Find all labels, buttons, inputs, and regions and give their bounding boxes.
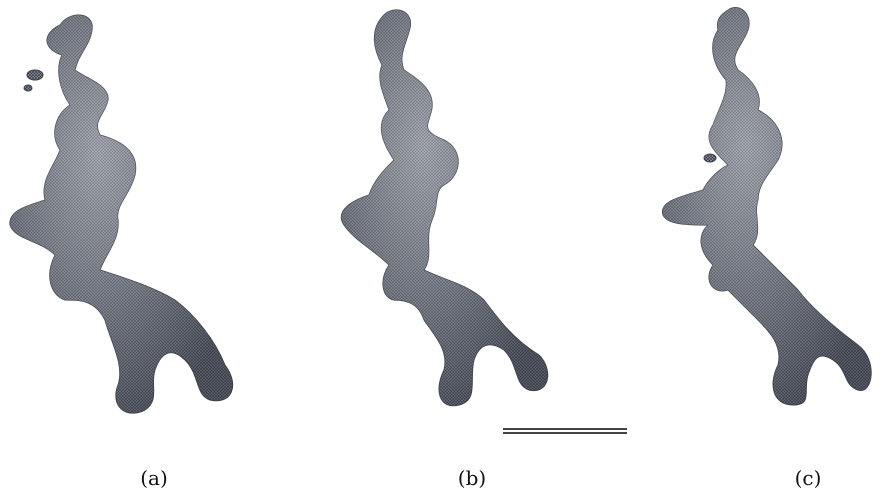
panel-a-structure xyxy=(0,0,294,440)
caption-b: (b) xyxy=(457,466,487,490)
isosurface-mesh-a xyxy=(9,14,234,414)
caption-a: (a) xyxy=(140,466,168,490)
panel-b-structure xyxy=(294,0,588,440)
isosurface-mesh-b xyxy=(341,9,549,407)
panel-c-structure xyxy=(588,0,882,440)
isosurface-mesh-c xyxy=(662,7,872,406)
caption-c: (c) xyxy=(794,466,822,490)
scale-bar xyxy=(503,428,627,434)
